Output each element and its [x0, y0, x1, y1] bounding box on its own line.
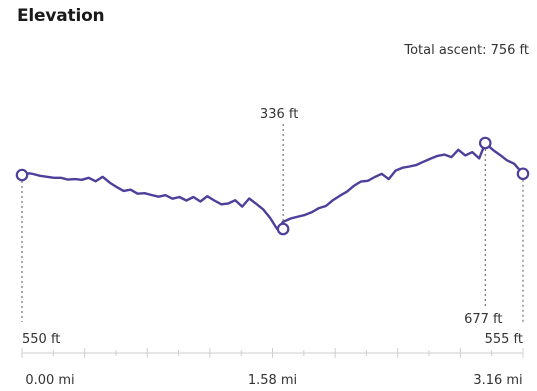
- elevation-marker[interactable]: [15, 168, 29, 182]
- elevation-line: [20, 141, 525, 231]
- x-axis-tick-label: 0.00 mi: [25, 373, 74, 388]
- panel-title: Elevation: [17, 6, 105, 26]
- elevation-marker[interactable]: [516, 167, 530, 181]
- marker-label: 555 ft: [485, 332, 523, 347]
- marker-drop-lines: [21, 124, 524, 322]
- elevation-markers: [15, 136, 530, 236]
- x-axis-tick-label: 1.58 mi: [248, 373, 297, 388]
- total-ascent-label: Total ascent: 756 ft: [404, 43, 529, 58]
- marker-label: 550 ft: [22, 332, 60, 347]
- marker-label: 677 ft: [464, 312, 502, 327]
- marker-label: 336 ft: [260, 107, 298, 122]
- x-axis-tick-label: 3.16 mi: [473, 373, 522, 388]
- elevation-marker[interactable]: [276, 222, 290, 236]
- x-axis-tick-labels: 0.00 mi 1.58 mi 3.16 mi: [25, 373, 522, 388]
- x-axis-ticks: [21, 348, 524, 358]
- marker-labels: 550 ft 336 ft 677 ft 555 ft: [22, 107, 523, 347]
- elevation-marker[interactable]: [478, 136, 492, 150]
